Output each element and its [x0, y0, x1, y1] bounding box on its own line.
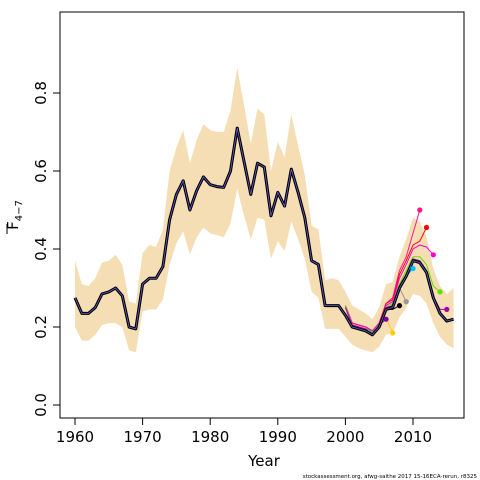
- x-axis-title: Year: [247, 452, 281, 470]
- confidence-band: [75, 67, 454, 353]
- retro-peel-endpoint-9: [437, 289, 443, 295]
- retro-peel-endpoint-6: [417, 207, 423, 213]
- x-axis: 1960 1970 1980 1990 2000 2010: [56, 418, 432, 446]
- retro-peel-line-8: [344, 244, 434, 332]
- y-axis-title-subscript: 4−7: [14, 200, 25, 221]
- x-tick-label-1980: 1980: [191, 428, 229, 446]
- y-tick-label-1: 0.2: [32, 315, 50, 339]
- retro-peel-endpoint-5: [410, 265, 416, 272]
- retro-peel-endpoint-7: [423, 224, 430, 231]
- retro-peel-endpoint-8: [430, 252, 436, 258]
- retro-peel-endpoint-1: [383, 316, 389, 322]
- y-axis: 0.0 0.2 0.4 0.6 0.8: [32, 81, 60, 417]
- x-tick-label-1970: 1970: [124, 428, 162, 446]
- retro-peel-endpoint-10: [444, 306, 450, 312]
- y-tick-label-2: 0.4: [32, 237, 50, 261]
- retro-peel-endpoint-4: [403, 299, 409, 305]
- x-tick-label-2000: 2000: [326, 428, 364, 446]
- x-tick-label-1960: 1960: [56, 428, 94, 446]
- y-tick-label-0: 0.0: [32, 393, 50, 417]
- x-tick-label-1990: 1990: [259, 428, 297, 446]
- y-axis-title-main: F: [4, 221, 22, 230]
- x-tick-label-2010: 2010: [394, 428, 432, 446]
- retro-peel-endpoint-3: [396, 303, 403, 309]
- plot-frame: [59, 11, 465, 419]
- estimate-line-core: [74, 128, 454, 336]
- y-tick-label-3: 0.6: [32, 159, 50, 183]
- retro-peel-endpoint-2: [390, 330, 396, 336]
- footer-text: stockassessment.org, afwg-saithe 2017 15…: [303, 474, 478, 480]
- plot-area: [59, 11, 465, 419]
- y-tick-label-4: 0.8: [32, 81, 50, 105]
- y-axis-title: F4−7: [4, 200, 25, 230]
